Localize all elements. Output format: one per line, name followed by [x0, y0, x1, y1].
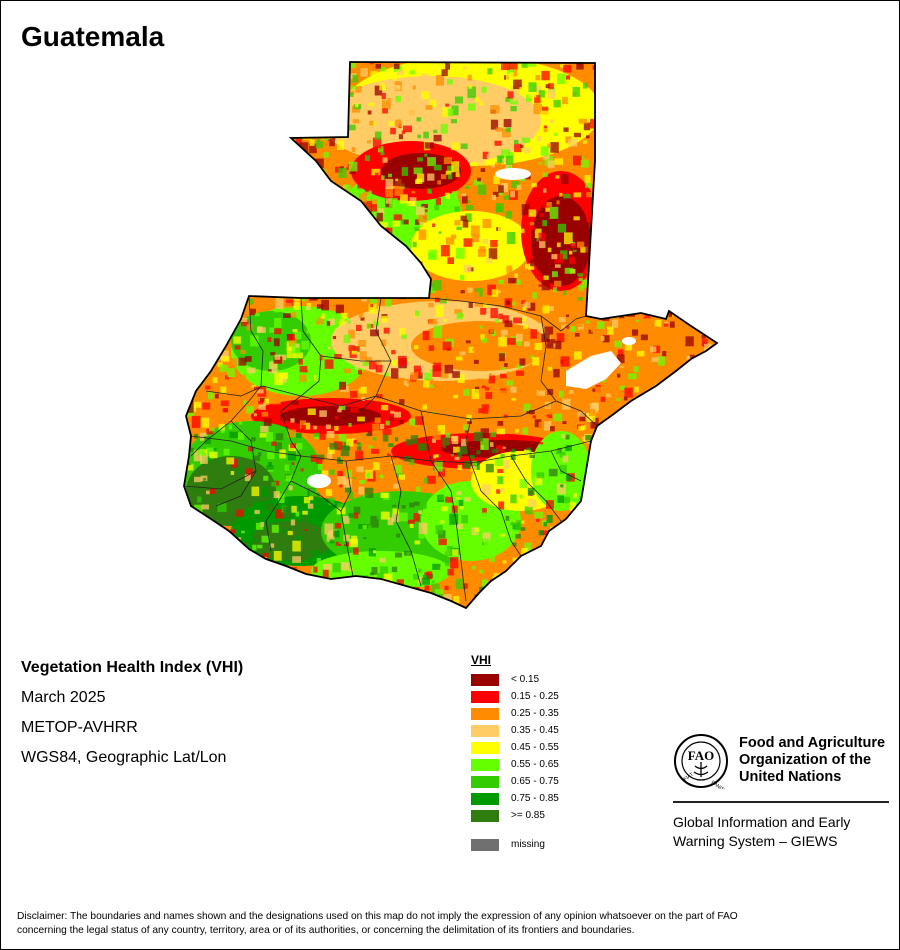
legend-swatch	[471, 741, 499, 754]
vhi-raster	[184, 62, 717, 608]
vhi-legend: VHI < 0.15 0.15 - 0.25 0.25 - 0.35 0.35 - 0…	[471, 653, 559, 853]
legend-swatch-missing	[471, 838, 499, 851]
legend-row: 0.75 - 0.85	[471, 790, 559, 807]
legend-rows: < 0.15 0.15 - 0.25 0.25 - 0.35 0.35 - 0.45 0…	[471, 671, 559, 824]
projection-label: WGS84, Geographic Lat/Lon	[21, 749, 227, 766]
legend-label: 0.75 - 0.85	[511, 793, 559, 804]
department-boundaries	[183, 296, 598, 602]
lake-atitlan	[307, 474, 331, 488]
fao-emblem-icon: FAO FIAT PANIS	[674, 734, 728, 789]
vhi-map	[183, 61, 718, 609]
legend-row-missing: missing	[471, 836, 559, 853]
legend-label: 0.15 - 0.25	[511, 691, 559, 702]
disclaimer-line-2: concerning the legal status of any count…	[17, 925, 635, 936]
legend-label: 0.25 - 0.35	[511, 708, 559, 719]
legend-row: 0.25 - 0.35	[471, 705, 559, 722]
svg-text:PANIS: PANIS	[710, 780, 726, 789]
disclaimer-line-1: Disclaimer: The boundaries and names sho…	[17, 911, 738, 922]
map-title: Guatemala	[21, 21, 165, 52]
legend-row: 0.35 - 0.45	[471, 722, 559, 739]
legend-label: >= 0.85	[511, 810, 545, 821]
legend-row: 0.65 - 0.75	[471, 773, 559, 790]
legend-swatch	[471, 724, 499, 737]
fao-name-line-1: Food and Agriculture	[739, 735, 886, 751]
legend-swatch	[471, 758, 499, 771]
legend-swatch	[471, 673, 499, 686]
fao-name-line-3: United Nations	[739, 769, 842, 785]
lake-peten-itza	[495, 168, 531, 180]
legend-row: 0.45 - 0.55	[471, 739, 559, 756]
legend-label: < 0.15	[511, 674, 540, 685]
legend-swatch	[471, 775, 499, 788]
legend-swatch	[471, 690, 499, 703]
map-info: Vegetation Health Index (VHI) March 2025…	[21, 657, 243, 777]
index-title: Vegetation Health Index (VHI)	[21, 659, 244, 676]
legend-row: 0.15 - 0.25	[471, 688, 559, 705]
legend-label: 0.55 - 0.65	[511, 759, 559, 770]
legend-label: 0.35 - 0.45	[511, 725, 559, 736]
sensor-label: METOP-AVHRR	[21, 719, 138, 736]
legend-row: < 0.15	[471, 671, 559, 688]
legend-label: 0.65 - 0.75	[511, 776, 559, 787]
svg-text:FIAT: FIAT	[683, 772, 695, 783]
legend-title: VHI	[471, 653, 492, 667]
giews-line-2: Warning System – GIEWS	[673, 833, 838, 849]
missing-patch	[622, 337, 636, 345]
giews-line-1: Global Information and Early	[673, 814, 851, 830]
svg-text:FAO: FAO	[688, 748, 714, 763]
fao-logo-block: FAO FIAT PANIS Food and Agriculture Orga…	[673, 731, 889, 861]
lake-izabal	[566, 351, 621, 389]
legend-row: 0.55 - 0.65	[471, 756, 559, 773]
fao-name-line-2: Organization of the	[739, 752, 872, 768]
fao-divider	[673, 801, 889, 803]
legend-label: 0.45 - 0.55	[511, 742, 559, 753]
legend-label-missing: missing	[511, 839, 545, 850]
fao-name: Food and Agriculture Organization of the…	[739, 735, 889, 786]
disclaimer: Disclaimer: The boundaries and names sho…	[17, 910, 887, 938]
legend-swatch	[471, 707, 499, 720]
legend-row: >= 0.85	[471, 807, 559, 824]
legend-swatch	[471, 809, 499, 822]
legend-swatch	[471, 792, 499, 805]
period-label: March 2025	[21, 689, 106, 706]
giews-name: Global Information and Early Warning Sys…	[673, 813, 889, 851]
